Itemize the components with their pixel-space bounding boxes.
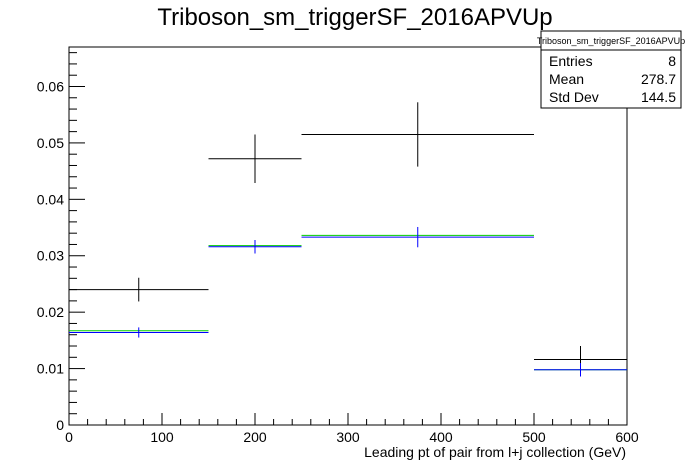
x-tick-label: 500 bbox=[522, 429, 546, 445]
stats-mean-value: 278.7 bbox=[641, 71, 676, 87]
stats-box: Triboson_sm_triggerSF_2016APVUp Entries … bbox=[537, 30, 685, 109]
stats-box-frame bbox=[540, 30, 682, 109]
y-tick-label: 0.04 bbox=[37, 191, 64, 207]
series-1 bbox=[69, 234, 627, 371]
x-tick-label: 200 bbox=[243, 429, 267, 445]
stats-entries-label: Entries bbox=[549, 53, 593, 69]
data-layer bbox=[69, 102, 627, 377]
y-tick-label: 0.06 bbox=[37, 78, 64, 94]
series-2 bbox=[69, 226, 627, 377]
y-tick-label: 0.01 bbox=[37, 361, 64, 377]
stats-box-title: Triboson_sm_triggerSF_2016APVUp bbox=[537, 36, 685, 46]
x-tick-label: 400 bbox=[429, 429, 453, 445]
y-tick-label: 0.05 bbox=[37, 135, 64, 151]
x-tick-label: 300 bbox=[336, 429, 360, 445]
x-tick-label: 600 bbox=[615, 429, 639, 445]
stats-stddev-value: 144.5 bbox=[641, 89, 676, 105]
x-tick-label: 0 bbox=[65, 429, 73, 445]
x-axis-label: Leading pt of pair from l+j collection (… bbox=[364, 444, 626, 460]
x-tick-label: 100 bbox=[150, 429, 174, 445]
series-0 bbox=[69, 102, 627, 374]
chart-title: Triboson_sm_triggerSF_2016APVUp bbox=[157, 4, 552, 31]
stats-stddev-label: Std Dev bbox=[549, 89, 599, 105]
y-tick-label: 0.02 bbox=[37, 304, 64, 320]
y-tick-label: 0.03 bbox=[37, 248, 64, 264]
y-tick-label: 0 bbox=[56, 417, 64, 433]
stats-mean-label: Mean bbox=[549, 71, 584, 87]
stats-entries-value: 8 bbox=[668, 53, 676, 69]
axes-layer: 0 100 200 300 400 500 600 0 0.01 0.02 0.03 0.04 0.05… bbox=[37, 52, 639, 445]
